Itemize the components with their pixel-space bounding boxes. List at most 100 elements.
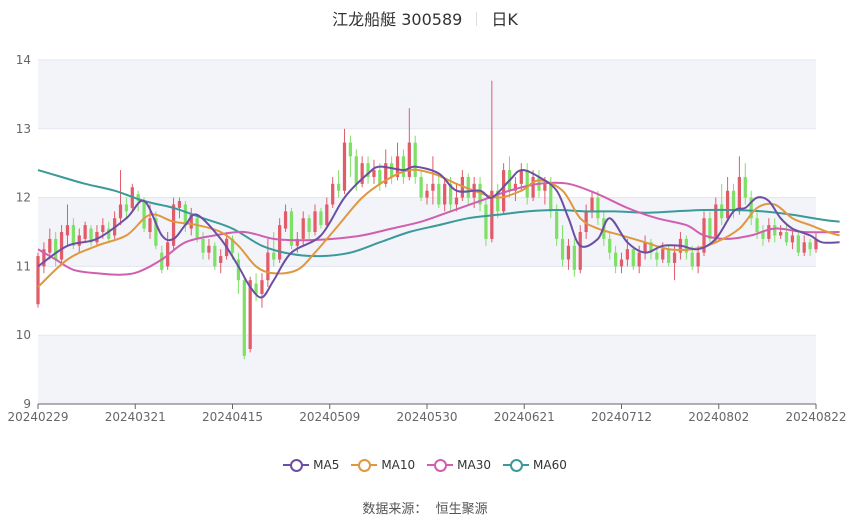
candle	[796, 232, 800, 257]
candle	[478, 176, 482, 212]
candle	[443, 176, 447, 212]
ma10-line	[37, 168, 840, 288]
candle-body	[684, 238, 688, 253]
candle	[189, 207, 193, 236]
candle	[348, 135, 352, 177]
candle	[183, 201, 187, 232]
candle	[802, 235, 806, 257]
candle-body	[543, 183, 547, 191]
candle	[59, 225, 64, 263]
candle	[814, 232, 818, 253]
candle	[808, 238, 812, 257]
candle	[419, 170, 423, 202]
candle	[342, 128, 347, 195]
x-tick-label: 20240712	[591, 410, 652, 424]
candle-body	[307, 218, 311, 232]
candle-body	[737, 176, 741, 212]
x-tick-label: 20240509	[299, 410, 360, 424]
candle	[525, 163, 529, 205]
candle-body	[77, 235, 81, 246]
candle-body	[254, 283, 258, 294]
candle-body	[390, 163, 394, 177]
candle-body	[814, 238, 818, 250]
title-separator	[476, 12, 478, 26]
candle	[566, 238, 571, 270]
stock-name: 江龙船艇 300589	[332, 10, 463, 29]
plot-band	[38, 60, 816, 129]
candle-body	[301, 218, 305, 239]
candle-body	[142, 201, 146, 229]
legend-item-ma5[interactable]: MA5	[283, 458, 339, 472]
candle-body	[101, 225, 105, 232]
candle-body	[672, 252, 677, 263]
candle-body	[124, 204, 129, 212]
candle	[779, 225, 783, 239]
period-label: 日K	[491, 10, 518, 29]
candle-body	[36, 256, 40, 305]
candle	[743, 163, 747, 205]
candle	[790, 228, 795, 250]
candle-body	[401, 156, 406, 177]
candle	[425, 183, 429, 205]
candle-body	[478, 183, 482, 205]
candle	[248, 276, 252, 353]
candle	[319, 207, 323, 229]
candle	[584, 204, 588, 239]
candle-body	[177, 201, 182, 208]
legend-label: MA60	[533, 458, 567, 472]
candle	[260, 273, 264, 308]
candle-body	[761, 232, 765, 239]
candle-body	[183, 204, 187, 226]
y-tick-label: 11	[16, 259, 31, 273]
candle	[54, 232, 58, 267]
candle-body	[413, 142, 417, 177]
candle-body	[272, 252, 276, 260]
candle	[737, 156, 741, 215]
candle	[42, 242, 46, 274]
candle-body	[555, 211, 559, 239]
candle-body	[649, 242, 653, 253]
data-source: 数据来源： 恒生聚源	[0, 498, 850, 517]
candle-body	[502, 170, 506, 212]
candle-body	[708, 218, 712, 239]
candle-body	[525, 170, 529, 198]
candle-body	[95, 232, 99, 243]
candle	[77, 228, 81, 253]
candle-body	[613, 252, 618, 267]
candle-body	[625, 249, 630, 260]
candle-body	[107, 228, 111, 239]
legend-label: MA30	[457, 458, 492, 472]
candle-body	[171, 204, 176, 246]
candle-body	[313, 211, 317, 232]
candle-body	[342, 142, 347, 191]
candle	[720, 183, 724, 226]
plot-band	[38, 335, 816, 404]
candle	[89, 225, 93, 246]
x-tick-label: 20240530	[396, 410, 457, 424]
candle-body	[496, 190, 500, 212]
candle	[454, 183, 459, 212]
candle-body	[42, 249, 46, 267]
candle-body	[201, 238, 205, 253]
candle-body	[148, 218, 152, 232]
y-axis: 9 10 11 12 13 14	[16, 53, 31, 411]
ma5-line	[37, 165, 840, 299]
candle-body	[242, 280, 246, 356]
candle	[124, 197, 129, 219]
candle-body	[513, 183, 518, 191]
candle-body	[808, 242, 812, 250]
candle	[378, 163, 382, 191]
legend-item-ma10[interactable]: MA10	[351, 458, 415, 472]
candle-body	[266, 252, 270, 281]
legend-item-ma60[interactable]: MA60	[503, 458, 567, 472]
candle-body	[407, 142, 411, 177]
y-tick-label: 12	[16, 191, 31, 205]
candle	[136, 190, 140, 212]
candle-body	[230, 238, 235, 253]
candle-body	[437, 183, 441, 205]
candle-body	[590, 197, 594, 212]
x-tick-label: 20240802	[688, 410, 749, 424]
candle-body	[189, 214, 193, 229]
candle-body	[372, 170, 376, 177]
legend-item-ma30[interactable]: MA30	[427, 458, 491, 472]
